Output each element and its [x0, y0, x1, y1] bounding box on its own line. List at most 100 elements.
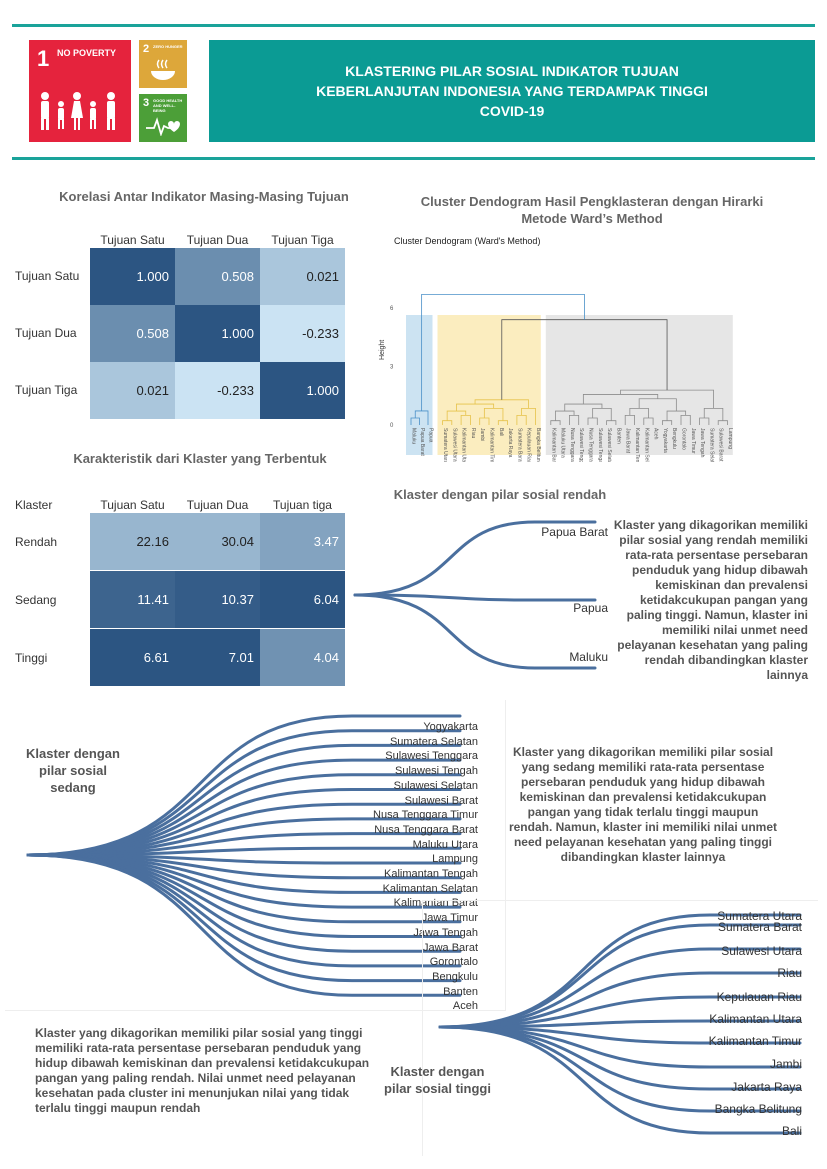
dendro-leaf-label: Sumatera Barat	[516, 428, 522, 462]
sdg1-label: NO POVERTY	[57, 48, 117, 58]
dendro-y-tick: 0	[390, 423, 394, 429]
tree-leaf-label: Kalimantan Timur	[708, 1034, 802, 1048]
dendro-cluster-bg	[545, 315, 733, 455]
dendro-leaf-label: Bengkulu	[671, 428, 677, 449]
low-cluster-tree	[353, 520, 597, 670]
high-description: Klaster yang dikagorikan memiliki pilar …	[35, 1026, 370, 1115]
dendro-leaf-label: Kalimantan Utara	[461, 428, 467, 462]
dendro-leaf-label: Bali	[498, 428, 504, 436]
dendro-title-line-2: Metode Ward’s Method	[521, 211, 663, 226]
tree-leaf-label: Maluku	[569, 650, 608, 664]
dendro-leaf-label: Lampung	[727, 428, 733, 449]
title-line-1: KLASTERING PILAR SOSIAL INDIKATOR TUJUAN	[345, 63, 679, 79]
tree-leaf-label: Jawa Tengah	[413, 926, 478, 939]
dendro-branch	[699, 417, 710, 425]
high-cluster-tree	[438, 913, 802, 1135]
dendro-branch	[460, 414, 471, 425]
dendro-branch	[643, 417, 654, 425]
dendro-branch	[624, 414, 635, 425]
char-corner-header: Klaster	[15, 498, 53, 512]
dendro-leaf-label: Kalimantan Timur	[489, 428, 495, 462]
tree-branch	[353, 520, 597, 597]
tree-leaf-label: Yogyakarta	[423, 721, 478, 733]
char-row-header: Rendah	[15, 535, 58, 549]
dendro-leaf-label: Sulawesi Tenggara	[578, 428, 584, 462]
corr-cell: -0.233	[175, 362, 260, 419]
dendro-leaf-label: Sulawesi Selatan	[606, 428, 612, 462]
tree-leaf-label: Aceh	[452, 1000, 478, 1013]
dendrogram-chart: Cluster Dendogram (Ward's Method) Height 0…	[379, 236, 733, 462]
dendro-title-line-1: Cluster Dendogram Hasil Pengklasteran de…	[420, 194, 764, 209]
char-title: Karakteristik dari Klaster yang Terbentu…	[73, 451, 327, 466]
dendro-leaf-label: Gorontalo	[681, 428, 687, 450]
corr-cell: 0.021	[260, 248, 345, 305]
tree-leaf-label: Bangka Belitung	[714, 1102, 802, 1116]
tree-leaf-label: Jakarta Raya	[731, 1080, 802, 1094]
corr-col-header: Tujuan Satu	[100, 233, 165, 247]
sdg2-label: ZERO HUNGER	[153, 44, 183, 49]
corr-cell: 0.508	[90, 305, 175, 362]
tree-leaf-label: Lampung	[432, 853, 478, 866]
sdg3-label: GOOD HEALTH AND WELL-BEING	[153, 98, 183, 113]
sdg1-number: 1	[37, 46, 50, 71]
corr-title: Korelasi Antar Indikator Masing-Masing T…	[59, 189, 349, 204]
sdg1-tile: 1 NO POVERTY	[29, 40, 131, 142]
medium-cluster-tree	[26, 714, 462, 997]
tree-leaf-label: Kepulauan Riau	[716, 990, 802, 1004]
dendro-branch	[479, 417, 490, 425]
tree-leaf-label: Riau	[777, 966, 802, 980]
char-row-header: Sedang	[15, 593, 57, 607]
dendro-leaf-label: Jambi	[479, 428, 485, 441]
dendro-y-tick: 6	[390, 306, 394, 312]
dendro-branch	[587, 417, 598, 425]
dendro-cluster-bg	[406, 315, 433, 455]
tree-leaf-label: Papua Barat	[541, 525, 608, 539]
tree-leaf-label: Kalimantan Selatan	[382, 882, 478, 895]
tree-branch	[353, 593, 597, 602]
tree-leaf-label: Sumatera Selatan	[389, 735, 478, 748]
tree-branch	[26, 853, 462, 997]
tree-leaf-label: Maluku Utara	[412, 838, 478, 851]
dendro-y-tick: 3	[390, 365, 394, 371]
tree-leaf-label: Sulawesi Utara	[721, 944, 802, 958]
dendro-leaf-label: Aceh	[653, 428, 659, 440]
dendro-cluster-bg	[437, 315, 541, 455]
tree-leaf-label: Sulawesi Barat	[404, 794, 478, 807]
dendro-leaf-label: Banten	[615, 428, 621, 444]
tree-leaf-label: Sulawesi Tenggara	[385, 750, 478, 763]
dendro-leaf-label: Sulawesi Tengah	[597, 428, 603, 462]
dendro-title: Cluster Dendogram Hasil Pengklasteran de…	[400, 193, 784, 227]
corr-row-header: Tujuan Satu	[15, 269, 80, 283]
sdg3-tile: 3 GOOD HEALTH AND WELL-BEING	[139, 94, 187, 142]
top-rule	[12, 24, 815, 27]
dendro-branch	[638, 398, 677, 412]
dendro-leaf-label: Papua Barat	[419, 428, 425, 456]
sdg3-number: 3	[143, 97, 150, 109]
corr-cell: 0.021	[90, 362, 175, 419]
tree-leaf-label: Nusa Tenggara Barat	[374, 823, 478, 836]
dendro-branch	[501, 319, 668, 400]
dendro-leaf-label: Kalimantan Tengah	[634, 428, 640, 462]
char-cell: 4.04	[260, 629, 345, 686]
dendro-leaf-label: Kalimantan Barat	[550, 428, 556, 462]
dendro-leaf-label: Maluku	[411, 428, 417, 444]
tree-leaf-label: Gorontalo	[429, 956, 478, 969]
dendro-leaf-label: Nusa Tenggara Barat	[588, 428, 594, 462]
corr-row-header: Tujuan Tiga	[15, 383, 78, 397]
dendro-leaf-label: Sumatera Utara	[442, 428, 448, 462]
dendro-branch	[620, 389, 714, 409]
dendro-branch	[410, 417, 420, 425]
char-row-header: Tinggi	[15, 651, 48, 665]
dendro-leaf-label: Jawa Timur	[690, 428, 696, 454]
tree-branch	[26, 788, 462, 857]
dendro-leaf-label: Maluku Utara	[560, 428, 566, 458]
tree-branch	[353, 593, 597, 670]
dendro-y-label: Height	[379, 340, 386, 360]
char-col-header: Tujuan tiga	[273, 498, 332, 512]
dendro-leaf-label: Jakarta Raya	[507, 428, 513, 458]
corr-col-header: Tujuan Tiga	[271, 233, 334, 247]
title-line-2: KEBERLANJUTAN INDONESIA YANG TERDAMPAK T…	[316, 83, 708, 99]
dendro-leaf-label: Nusa Tenggara Timur	[569, 428, 575, 462]
dendro-leaf-label: Yogyakarta	[662, 428, 668, 453]
dendro-leaf-label: Bangka Belitung	[535, 428, 541, 462]
